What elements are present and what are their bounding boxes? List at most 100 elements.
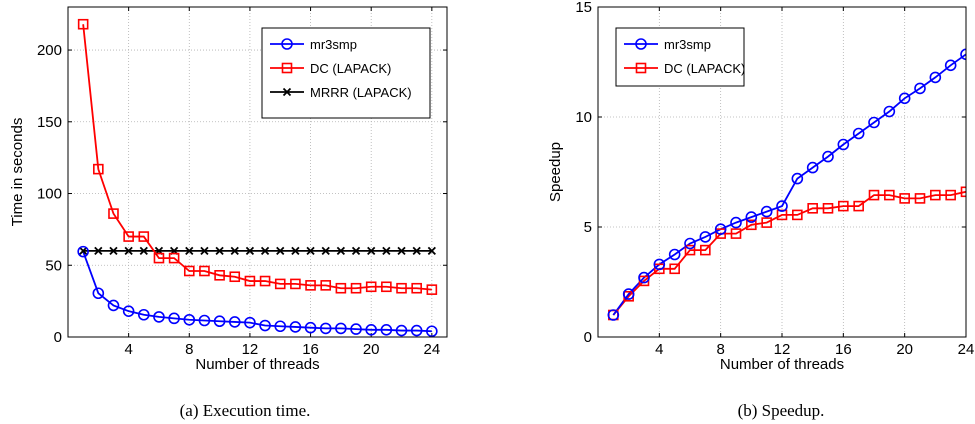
data-point	[411, 282, 422, 294]
data-point	[761, 217, 772, 228]
y-tick-label: 0	[54, 329, 62, 346]
data-point	[822, 150, 834, 163]
data-point	[306, 246, 315, 256]
data-point	[427, 246, 436, 256]
data-point	[304, 321, 317, 334]
data-point	[124, 246, 133, 256]
x-tick-label: 12	[242, 341, 259, 358]
legend: mr3smp DC (LAPACK) MRRR (LAPACK)	[261, 27, 431, 119]
legend-label: mr3smp	[310, 37, 357, 52]
data-point	[714, 223, 727, 235]
data-point	[776, 200, 788, 212]
data-point	[214, 270, 225, 281]
data-point	[806, 161, 819, 174]
data-point	[108, 208, 119, 219]
legend-marker	[281, 38, 293, 50]
data-point	[899, 193, 910, 204]
data-point	[289, 321, 302, 333]
data-point	[960, 48, 966, 61]
data-point	[898, 92, 911, 105]
data-point	[92, 287, 105, 300]
data-point	[138, 308, 150, 321]
data-point	[654, 263, 665, 275]
data-point	[684, 237, 696, 250]
data-point	[883, 105, 896, 118]
legend-marker	[635, 38, 647, 50]
data-point	[822, 203, 834, 214]
data-point	[77, 18, 89, 30]
data-point	[122, 305, 135, 317]
series-line-2	[82, 24, 432, 291]
x-tick-label: 24	[958, 341, 975, 358]
data-point	[930, 189, 941, 201]
data-point	[730, 228, 742, 239]
data-point	[77, 245, 89, 258]
chart-2: 4 8 12 16 20 24 0 5 10 15 Number of threads Speedup…	[547, 0, 974, 420]
data-point	[760, 205, 773, 218]
data-point	[382, 246, 391, 256]
data-point	[730, 216, 742, 229]
y-tick-label: 150	[37, 114, 62, 131]
data-point	[365, 324, 378, 336]
legend-marker	[281, 62, 293, 74]
data-point	[684, 244, 696, 256]
data-point	[290, 278, 301, 290]
data-point	[305, 280, 316, 291]
x-axis-label: Number of threads	[195, 356, 319, 373]
data-point	[945, 189, 956, 201]
data-point	[792, 209, 803, 221]
data-point	[380, 324, 393, 336]
x-tick-label: 4	[655, 341, 663, 358]
data-point	[107, 299, 120, 312]
data-point	[410, 324, 423, 337]
legend-label: MRRR (LAPACK)	[310, 85, 412, 100]
data-point	[700, 244, 711, 256]
data-point	[367, 246, 376, 256]
chart-caption: (b) Speedup.	[738, 401, 825, 420]
data-point	[669, 263, 680, 275]
data-point	[699, 231, 712, 243]
series-group	[607, 48, 966, 321]
data-point	[335, 282, 347, 294]
data-point	[622, 288, 635, 300]
data-point	[229, 271, 241, 283]
data-point	[791, 172, 804, 185]
data-point	[335, 322, 347, 335]
legend-label: DC (LAPACK)	[664, 61, 745, 76]
data-point	[914, 82, 926, 95]
data-point	[215, 246, 224, 256]
data-point	[837, 138, 850, 151]
data-point	[274, 320, 287, 333]
data-point	[93, 163, 104, 175]
data-point	[868, 116, 880, 129]
y-tick-label: 0	[584, 329, 592, 346]
data-point	[838, 200, 849, 212]
x-axis-label: Number of threads	[720, 356, 844, 373]
data-point	[929, 71, 942, 84]
x-tick-label: 16	[302, 341, 319, 358]
y-tick-label: 50	[45, 257, 62, 274]
y-tick-label: 15	[575, 0, 592, 16]
data-point	[228, 316, 241, 328]
data-point	[153, 252, 165, 264]
data-point	[853, 200, 864, 212]
data-point	[715, 228, 726, 239]
data-point	[200, 246, 209, 256]
data-point	[638, 271, 650, 284]
data-point	[914, 193, 926, 204]
x-tick-label: 16	[835, 341, 852, 358]
data-point	[745, 211, 758, 223]
data-point	[109, 246, 118, 256]
x-tick-label: 20	[363, 341, 380, 358]
data-point	[198, 314, 211, 327]
data-point	[183, 313, 196, 326]
data-point	[245, 246, 255, 256]
data-point	[291, 246, 300, 256]
x-tick-label: 8	[716, 341, 724, 358]
data-point	[94, 246, 103, 256]
data-point	[426, 284, 438, 295]
data-point	[412, 246, 421, 256]
data-point	[185, 246, 194, 256]
data-point	[183, 265, 195, 277]
